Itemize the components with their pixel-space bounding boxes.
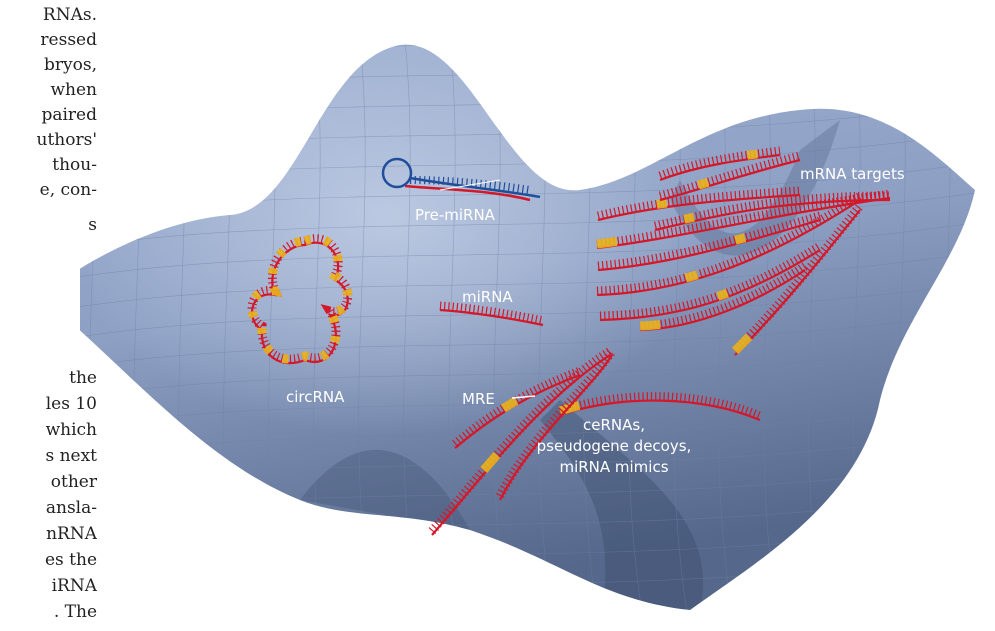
label: miRNA mimics <box>559 458 668 476</box>
label: ceRNAs, <box>583 416 645 434</box>
label: circRNA <box>286 388 345 406</box>
label: mRNA targets <box>800 165 905 183</box>
label: pseudogene decoys, <box>537 437 692 455</box>
label: miRNA <box>462 288 513 306</box>
grid-line <box>80 10 995 80</box>
page: RNAs.ressedbryos,whenpaireduthors'thou-e… <box>0 0 995 631</box>
label: Pre-miRNA <box>415 206 496 224</box>
grid-line <box>985 0 995 631</box>
label: MRE <box>462 390 495 408</box>
grid-line <box>80 40 995 110</box>
grid-line <box>80 550 995 620</box>
grid-line <box>80 580 995 631</box>
grid-line <box>940 0 960 631</box>
illustration: Pre-miRNA mRNA targets miRNA circRNA MRE… <box>80 0 995 631</box>
